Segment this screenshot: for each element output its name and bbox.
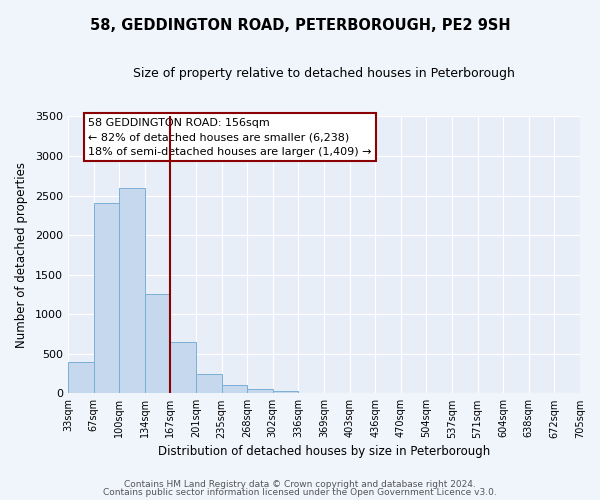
Bar <box>196 374 221 394</box>
Bar <box>221 386 247 394</box>
Text: 58, GEDDINGTON ROAD, PETERBOROUGH, PE2 9SH: 58, GEDDINGTON ROAD, PETERBOROUGH, PE2 9… <box>89 18 511 32</box>
Text: Contains public sector information licensed under the Open Government Licence v3: Contains public sector information licen… <box>103 488 497 497</box>
Bar <box>94 204 119 394</box>
Text: Contains HM Land Registry data © Crown copyright and database right 2024.: Contains HM Land Registry data © Crown c… <box>124 480 476 489</box>
Bar <box>170 342 196 394</box>
Bar <box>68 362 94 394</box>
X-axis label: Distribution of detached houses by size in Peterborough: Distribution of detached houses by size … <box>158 444 490 458</box>
Bar <box>119 188 145 394</box>
Y-axis label: Number of detached properties: Number of detached properties <box>15 162 28 348</box>
Bar <box>273 391 298 394</box>
Bar <box>247 390 273 394</box>
Title: Size of property relative to detached houses in Peterborough: Size of property relative to detached ho… <box>133 68 515 80</box>
Text: 58 GEDDINGTON ROAD: 156sqm
← 82% of detached houses are smaller (6,238)
18% of s: 58 GEDDINGTON ROAD: 156sqm ← 82% of deta… <box>88 118 372 156</box>
Bar <box>298 392 324 394</box>
Bar <box>145 294 170 394</box>
